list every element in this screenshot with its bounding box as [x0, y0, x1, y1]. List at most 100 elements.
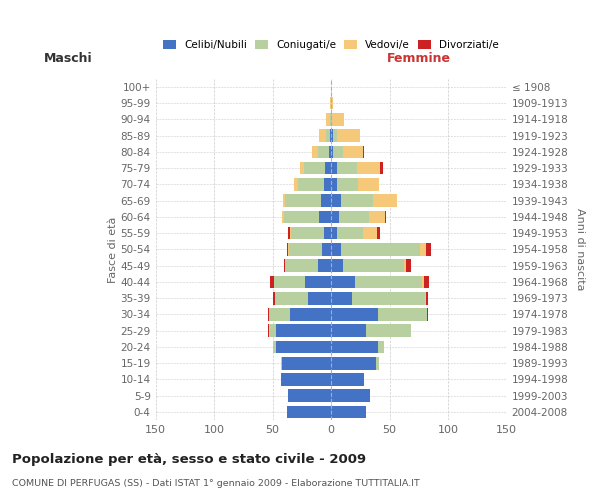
Bar	[340, 210, 368, 223]
Bar	[330, 113, 331, 126]
Bar	[380, 162, 383, 174]
Bar	[334, 130, 337, 142]
Bar	[299, 162, 304, 174]
Bar	[290, 308, 331, 321]
Bar	[281, 357, 282, 370]
Bar	[319, 210, 331, 223]
Text: Popolazione per età, sesso e stato civile - 2009: Popolazione per età, sesso e stato civil…	[12, 452, 366, 466]
Bar	[330, 130, 331, 142]
Bar	[290, 227, 292, 239]
Bar	[406, 260, 411, 272]
Bar	[357, 162, 380, 174]
Bar	[269, 308, 290, 321]
Bar	[287, 406, 331, 418]
Bar	[282, 210, 284, 223]
Bar	[308, 292, 331, 304]
Bar	[325, 162, 331, 174]
Legend: Celibi/Nubili, Coniugati/e, Vedovi/e, Divorziati/e: Celibi/Nubili, Coniugati/e, Vedovi/e, Di…	[159, 36, 503, 54]
Bar	[331, 276, 355, 288]
Bar	[427, 308, 428, 321]
Bar	[332, 113, 344, 126]
Bar	[298, 178, 324, 190]
Bar	[331, 227, 337, 239]
Bar	[331, 324, 366, 337]
Bar	[331, 130, 334, 142]
Bar	[404, 260, 406, 272]
Bar	[275, 292, 308, 304]
Bar	[281, 373, 331, 386]
Bar	[276, 340, 331, 353]
Bar	[352, 292, 425, 304]
Bar	[286, 194, 320, 207]
Bar	[304, 162, 325, 174]
Bar	[318, 260, 331, 272]
Bar	[274, 276, 305, 288]
Bar	[331, 113, 332, 126]
Bar	[331, 178, 337, 190]
Bar	[331, 194, 341, 207]
Bar	[331, 210, 340, 223]
Bar	[320, 194, 331, 207]
Bar	[422, 276, 424, 288]
Bar	[363, 146, 364, 158]
Bar	[287, 243, 288, 256]
Bar	[292, 227, 324, 239]
Bar	[337, 130, 361, 142]
Bar	[331, 162, 337, 174]
Bar	[282, 357, 331, 370]
Text: Maschi: Maschi	[43, 52, 92, 65]
Bar	[363, 227, 377, 239]
Bar	[420, 243, 426, 256]
Bar	[331, 308, 378, 321]
Bar	[270, 276, 274, 288]
Bar	[324, 227, 331, 239]
Bar	[366, 324, 411, 337]
Bar	[377, 227, 380, 239]
Bar	[326, 130, 330, 142]
Bar	[289, 243, 322, 256]
Bar	[343, 260, 404, 272]
Bar	[331, 390, 370, 402]
Bar	[329, 146, 331, 158]
Bar	[284, 210, 319, 223]
Bar	[326, 113, 330, 126]
Bar	[426, 243, 431, 256]
Bar	[270, 324, 276, 337]
Bar	[272, 340, 276, 353]
Bar	[355, 276, 422, 288]
Bar	[269, 324, 270, 337]
Bar	[425, 292, 426, 304]
Bar	[283, 194, 286, 207]
Bar	[288, 227, 290, 239]
Bar	[324, 178, 331, 190]
Bar	[341, 243, 420, 256]
Bar	[288, 243, 289, 256]
Bar	[276, 324, 331, 337]
Bar	[331, 406, 366, 418]
Bar	[268, 308, 269, 321]
Bar	[330, 96, 331, 110]
Bar	[373, 194, 397, 207]
Bar	[385, 210, 386, 223]
Bar	[424, 276, 430, 288]
Bar	[343, 146, 363, 158]
Bar	[331, 260, 343, 272]
Y-axis label: Fasce di età: Fasce di età	[107, 216, 118, 282]
Bar	[305, 276, 331, 288]
Text: Femmine: Femmine	[387, 52, 451, 65]
Bar	[331, 373, 364, 386]
Bar	[337, 162, 357, 174]
Bar	[337, 178, 358, 190]
Bar	[319, 130, 326, 142]
Bar	[378, 340, 384, 353]
Bar	[337, 227, 363, 239]
Bar	[358, 178, 379, 190]
Bar	[334, 146, 343, 158]
Bar	[288, 390, 331, 402]
Bar	[331, 243, 341, 256]
Bar	[286, 260, 318, 272]
Bar	[322, 243, 331, 256]
Bar	[313, 146, 318, 158]
Bar	[318, 146, 329, 158]
Bar	[376, 357, 379, 370]
